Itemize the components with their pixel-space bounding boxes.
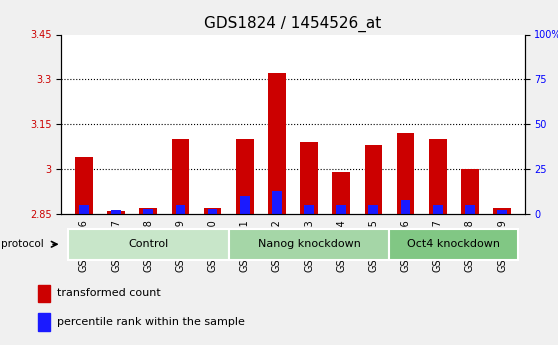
Text: protocol: protocol	[1, 239, 44, 249]
Bar	[300, 142, 318, 214]
Bar	[229, 229, 389, 260]
Bar	[397, 133, 415, 214]
Bar	[240, 196, 249, 214]
Bar	[68, 229, 229, 260]
Title: GDS1824 / 1454526_at: GDS1824 / 1454526_at	[204, 16, 382, 32]
Text: Oct4 knockdown: Oct4 knockdown	[407, 239, 501, 249]
Bar	[107, 211, 125, 214]
Bar	[38, 313, 51, 331]
Bar	[75, 157, 93, 214]
Text: Nanog knockdown: Nanog knockdown	[258, 239, 360, 249]
Bar	[268, 73, 286, 214]
Bar	[304, 205, 314, 214]
Bar	[461, 169, 479, 214]
Bar	[368, 205, 378, 214]
Bar	[204, 208, 222, 214]
Bar	[364, 145, 382, 214]
Bar	[389, 229, 518, 260]
Bar	[79, 205, 89, 214]
Text: transformed count: transformed count	[57, 288, 161, 298]
Bar	[171, 139, 189, 214]
Bar	[433, 205, 442, 214]
Bar	[401, 199, 410, 214]
Bar	[429, 139, 446, 214]
Bar	[497, 210, 507, 214]
Bar	[493, 208, 511, 214]
Bar	[333, 172, 350, 214]
Bar	[176, 205, 185, 214]
Bar	[465, 205, 475, 214]
Bar	[38, 285, 51, 302]
Text: percentile rank within the sample: percentile rank within the sample	[57, 317, 245, 327]
Bar	[236, 139, 253, 214]
Bar	[143, 208, 153, 214]
Bar	[111, 210, 121, 214]
Bar	[140, 208, 157, 214]
Bar	[208, 208, 218, 214]
Bar	[272, 190, 282, 214]
Bar	[336, 205, 346, 214]
Text: Control: Control	[128, 239, 169, 249]
